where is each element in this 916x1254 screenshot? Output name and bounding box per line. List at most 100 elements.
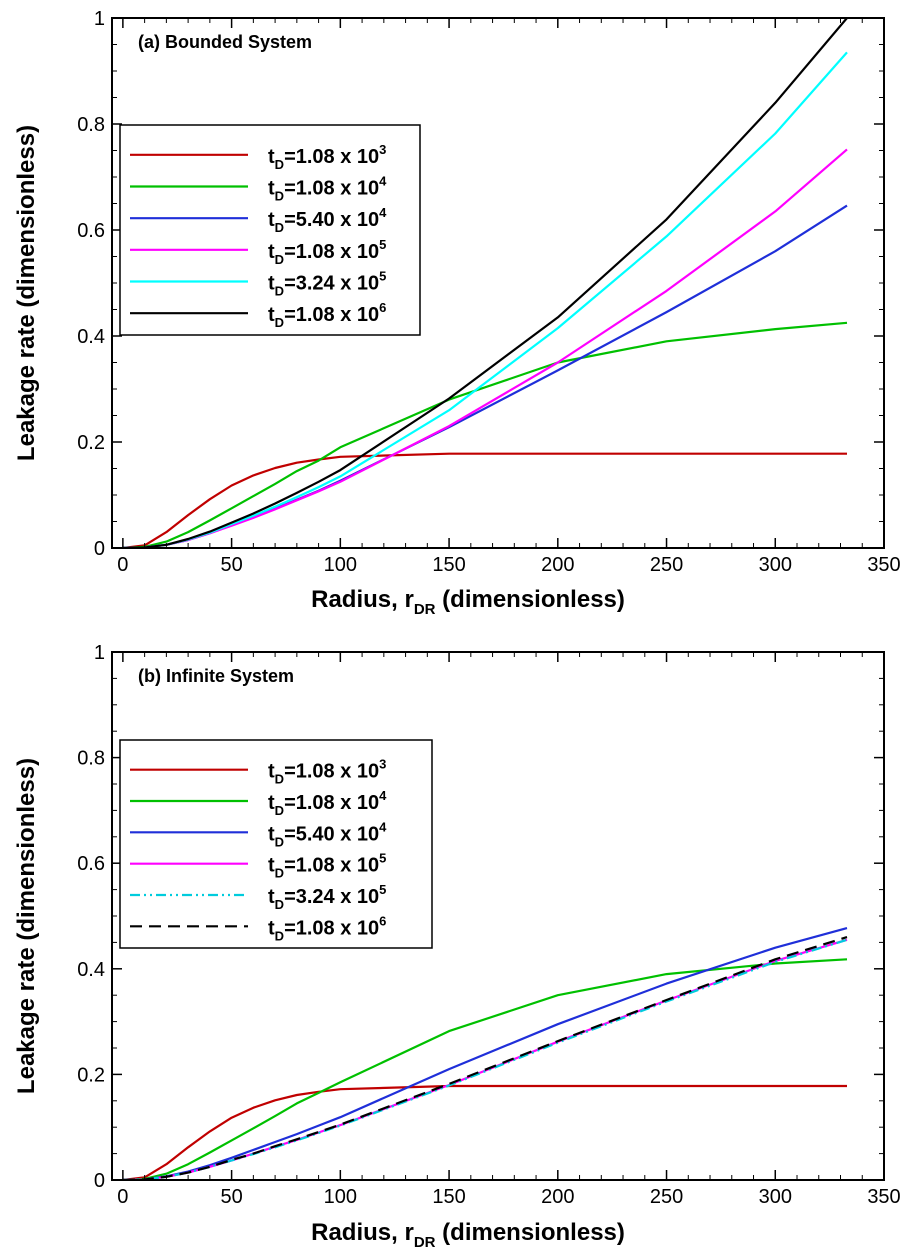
x-axis-title: Radius, rDR (dimensionless)	[311, 1219, 625, 1251]
legend-label-subscript: D	[275, 897, 284, 912]
x-axis-title-subscript: DR	[414, 1234, 436, 1251]
legend-box	[119, 739, 433, 949]
series-line-2	[122, 958, 848, 1180]
y-tick-label: 0.6	[77, 853, 105, 875]
x-tick-label: 50	[220, 1186, 242, 1208]
series-lines	[122, 18, 848, 548]
legend-label-superscript: 4	[379, 788, 387, 803]
x-tick-label: 200	[541, 554, 574, 576]
legend-label-main: t	[268, 209, 275, 231]
legend-label-5: tD=3.24 x 105	[268, 269, 386, 299]
legend-label-mid: =1.08 x 10	[284, 304, 379, 326]
y-tick-label: 0.4	[77, 326, 105, 348]
panel-a-bounded-system: 0 50 100 150 200 250 300 350 0 0.2 0.4 0.6 0.8 1 (a) B…	[13, 8, 901, 618]
series-line-6	[122, 936, 848, 1180]
x-axis-title-subscript: DR	[414, 601, 436, 618]
x-tick-label: 300	[759, 1186, 792, 1208]
legend-label-superscript: 5	[379, 237, 386, 252]
legend-label-main: t	[268, 917, 275, 939]
legend-label-main: t	[268, 792, 275, 814]
legend-label-subscript: D	[275, 928, 284, 943]
y-tick-label: 1	[94, 642, 105, 664]
legend-label-main: t	[268, 273, 275, 295]
y-tick-label: 0	[94, 538, 105, 560]
legend-label-4: tD=1.08 x 105	[268, 237, 386, 267]
legend-label-mid: =3.24 x 10	[284, 886, 379, 908]
series-line-5	[122, 938, 848, 1180]
legend-label-main: t	[268, 886, 275, 908]
y-tick-label: 0.2	[77, 432, 105, 454]
legend-label-1: tD=1.08 x 103	[268, 757, 386, 787]
panel-title: (b) Infinite System	[138, 666, 294, 686]
x-tick-label: 150	[432, 554, 465, 576]
x-tick-label: 50	[220, 554, 242, 576]
legend-box	[119, 124, 421, 336]
x-tick-label: 100	[324, 554, 357, 576]
legend-label-subscript: D	[275, 252, 284, 267]
legend-label-superscript: 5	[379, 269, 386, 284]
legend-label-mid: =1.08 x 10	[284, 146, 379, 168]
legend-label-subscript: D	[275, 157, 284, 172]
legend-label-superscript: 5	[379, 851, 386, 866]
series-line-2	[122, 321, 848, 548]
legend-label-superscript: 6	[379, 913, 386, 928]
x-tick-label: 200	[541, 1186, 574, 1208]
x-axis-title: Radius, rDR (dimensionless)	[311, 586, 625, 618]
legend-label-subscript: D	[275, 315, 284, 330]
y-tick-label: 0.4	[77, 959, 105, 981]
x-tick-label: 150	[432, 1186, 465, 1208]
legend-label-mid: =1.08 x 10	[284, 761, 379, 783]
legend-label-6: tD=1.08 x 106	[268, 300, 386, 330]
x-tick-label: 250	[650, 554, 683, 576]
legend-label-superscript: 5	[379, 882, 386, 897]
x-tick-label: 100	[324, 1186, 357, 1208]
y-tick-label: 0.6	[77, 220, 105, 242]
legend-label-main: t	[268, 178, 275, 200]
legend-label-2: tD=1.08 x 104	[268, 788, 387, 818]
legend-label-2: tD=1.08 x 104	[268, 174, 387, 204]
legend-label-main: t	[268, 146, 275, 168]
x-axis-title-main: Radius, r	[311, 586, 414, 613]
legend-label-3: tD=5.40 x 104	[268, 205, 387, 235]
legend-label-mid: =1.08 x 10	[284, 855, 379, 877]
legend-label-superscript: 6	[379, 300, 386, 315]
legend-label-mid: =5.40 x 10	[284, 209, 379, 231]
legend-label-mid: =1.08 x 10	[284, 792, 379, 814]
legend-label-3: tD=5.40 x 104	[268, 819, 387, 849]
legend-label-superscript: 3	[379, 142, 386, 157]
legend-label-4: tD=1.08 x 105	[268, 851, 386, 881]
x-tick-label: 350	[867, 554, 900, 576]
legend-label-main: t	[268, 761, 275, 783]
y-tick-label: 0.8	[77, 114, 105, 136]
x-axis-title-main: Radius, r	[311, 1219, 414, 1246]
legend-label-main: t	[268, 823, 275, 845]
legend-label-main: t	[268, 241, 275, 263]
series-line-6	[122, 18, 848, 548]
legend-label-mid: =3.24 x 10	[284, 273, 379, 295]
y-tick-label: 0	[94, 1170, 105, 1192]
legend-label-mid: =1.08 x 10	[284, 178, 379, 200]
legend-label-subscript: D	[275, 189, 284, 204]
series-line-1	[122, 452, 847, 548]
panel-title: (a) Bounded System	[138, 32, 312, 52]
y-axis-title: Leakage rate (dimensionless)	[13, 125, 40, 461]
series-line-3	[122, 927, 848, 1180]
legend-label-subscript: D	[275, 803, 284, 818]
series-lines	[122, 927, 848, 1180]
legend-label-mid: =1.08 x 10	[284, 917, 379, 939]
legend-label-subscript: D	[275, 866, 284, 881]
legend-label-superscript: 4	[379, 174, 387, 189]
y-tick-label: 0.8	[77, 748, 105, 770]
legend-label-superscript: 3	[379, 757, 386, 772]
legend-label-main: t	[268, 855, 275, 877]
legend-label-subscript: D	[275, 834, 284, 849]
legend-label-main: t	[268, 304, 275, 326]
legend-label-mid: =1.08 x 10	[284, 241, 379, 263]
x-tick-label: 0	[117, 1186, 128, 1208]
legend-label-subscript: D	[275, 772, 284, 787]
legend-label-mid: =5.40 x 10	[284, 823, 379, 845]
legend-label-subscript: D	[275, 284, 284, 299]
x-tick-label: 300	[759, 554, 792, 576]
